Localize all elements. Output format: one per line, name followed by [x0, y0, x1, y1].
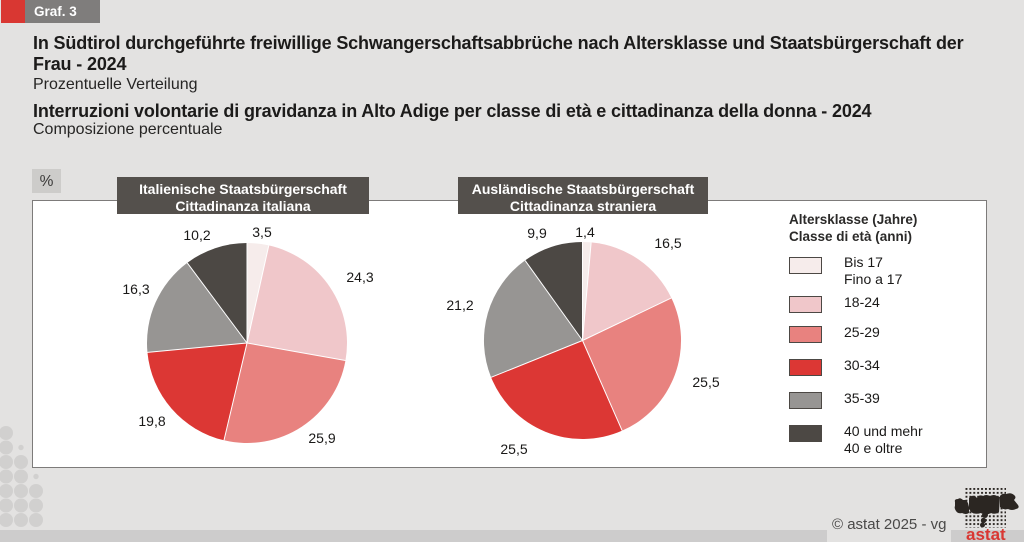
svg-text:astat: astat [966, 525, 1006, 542]
